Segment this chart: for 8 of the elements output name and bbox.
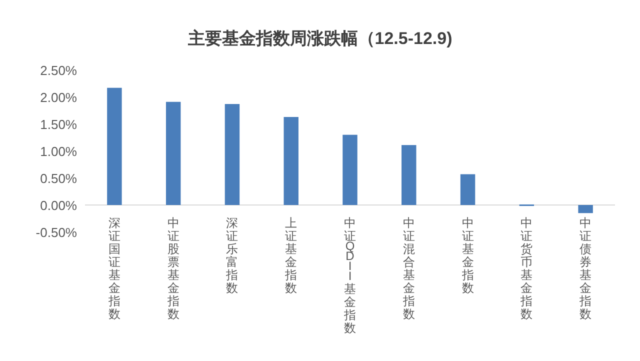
y-tick-label: 1.00% — [40, 144, 78, 159]
y-tick-label: 2.00% — [40, 90, 78, 105]
y-tick-label: -0.50% — [36, 225, 78, 240]
y-tick-label: 0.50% — [40, 171, 78, 186]
title: 主要基金指数周涨跌幅（12.5-12.9) — [188, 29, 452, 48]
y-tick-label: 1.50% — [40, 117, 78, 132]
y-tick-label: 0.00% — [40, 198, 78, 213]
y-tick-label: 2.50% — [40, 63, 78, 78]
